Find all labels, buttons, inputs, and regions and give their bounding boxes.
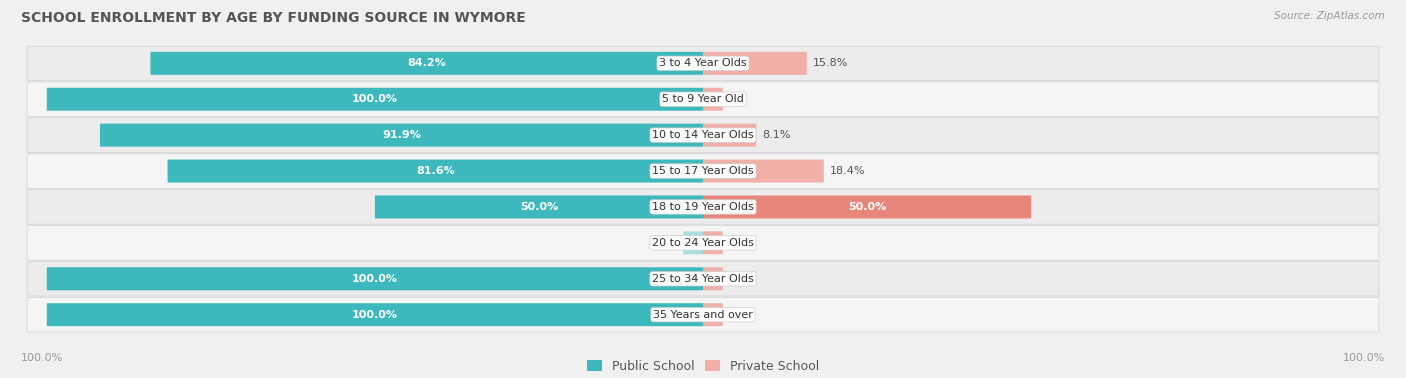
FancyBboxPatch shape: [703, 160, 824, 183]
Text: 100.0%: 100.0%: [352, 310, 398, 320]
FancyBboxPatch shape: [46, 88, 703, 111]
FancyBboxPatch shape: [703, 303, 723, 326]
Text: Source: ZipAtlas.com: Source: ZipAtlas.com: [1274, 11, 1385, 21]
Text: SCHOOL ENROLLMENT BY AGE BY FUNDING SOURCE IN WYMORE: SCHOOL ENROLLMENT BY AGE BY FUNDING SOUR…: [21, 11, 526, 25]
Text: 20 to 24 Year Olds: 20 to 24 Year Olds: [652, 238, 754, 248]
Text: 50.0%: 50.0%: [520, 202, 558, 212]
Text: 15 to 17 Year Olds: 15 to 17 Year Olds: [652, 166, 754, 176]
Text: 100.0%: 100.0%: [352, 274, 398, 284]
FancyBboxPatch shape: [27, 262, 1379, 296]
FancyBboxPatch shape: [46, 267, 703, 290]
Text: 100.0%: 100.0%: [21, 353, 63, 363]
FancyBboxPatch shape: [27, 154, 1379, 188]
FancyBboxPatch shape: [683, 231, 703, 254]
Text: 35 Years and over: 35 Years and over: [652, 310, 754, 320]
FancyBboxPatch shape: [27, 82, 1379, 116]
FancyBboxPatch shape: [703, 88, 723, 111]
Legend: Public School, Private School: Public School, Private School: [582, 355, 824, 378]
Text: 3 to 4 Year Olds: 3 to 4 Year Olds: [659, 58, 747, 68]
Text: 18.4%: 18.4%: [831, 166, 866, 176]
Text: 8.1%: 8.1%: [762, 130, 792, 140]
FancyBboxPatch shape: [703, 195, 1031, 218]
FancyBboxPatch shape: [703, 124, 756, 147]
Text: 91.9%: 91.9%: [382, 130, 420, 140]
Text: 0.0%: 0.0%: [665, 238, 693, 248]
Text: 100.0%: 100.0%: [352, 94, 398, 104]
FancyBboxPatch shape: [703, 52, 807, 75]
FancyBboxPatch shape: [46, 303, 703, 326]
Text: 100.0%: 100.0%: [1343, 353, 1385, 363]
Text: 5 to 9 Year Old: 5 to 9 Year Old: [662, 94, 744, 104]
FancyBboxPatch shape: [27, 118, 1379, 152]
Text: 15.8%: 15.8%: [813, 58, 849, 68]
Text: 50.0%: 50.0%: [848, 202, 886, 212]
FancyBboxPatch shape: [167, 160, 703, 183]
FancyBboxPatch shape: [703, 267, 723, 290]
FancyBboxPatch shape: [150, 52, 703, 75]
FancyBboxPatch shape: [100, 124, 703, 147]
Text: 10 to 14 Year Olds: 10 to 14 Year Olds: [652, 130, 754, 140]
Text: 81.6%: 81.6%: [416, 166, 454, 176]
FancyBboxPatch shape: [27, 297, 1379, 332]
FancyBboxPatch shape: [27, 46, 1379, 81]
Text: 0.0%: 0.0%: [713, 94, 741, 104]
Text: 25 to 34 Year Olds: 25 to 34 Year Olds: [652, 274, 754, 284]
FancyBboxPatch shape: [27, 190, 1379, 224]
Text: 0.0%: 0.0%: [713, 238, 741, 248]
Text: 0.0%: 0.0%: [713, 310, 741, 320]
FancyBboxPatch shape: [375, 195, 703, 218]
Text: 84.2%: 84.2%: [408, 58, 446, 68]
Text: 0.0%: 0.0%: [713, 274, 741, 284]
Text: 18 to 19 Year Olds: 18 to 19 Year Olds: [652, 202, 754, 212]
FancyBboxPatch shape: [703, 231, 723, 254]
FancyBboxPatch shape: [27, 226, 1379, 260]
